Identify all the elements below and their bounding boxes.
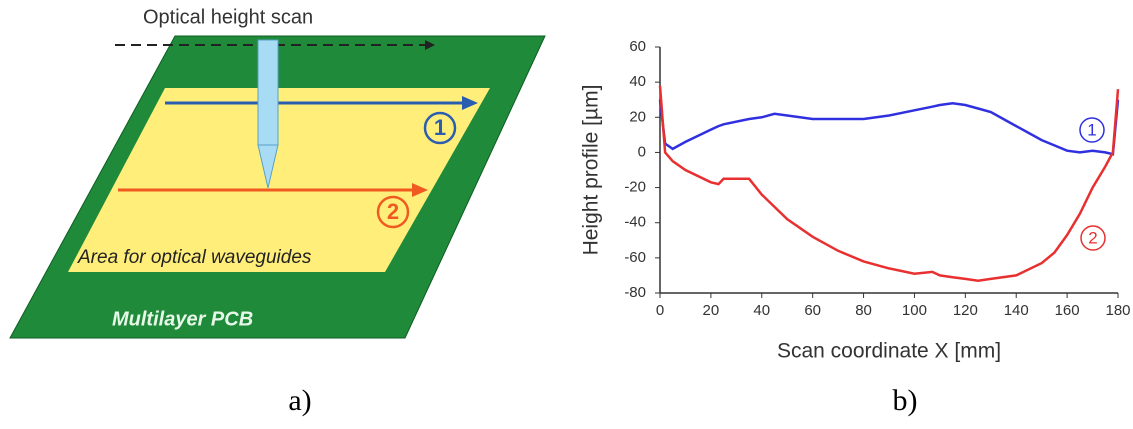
figure: Optical height scan 1 2 Area for optical… bbox=[0, 0, 1133, 424]
legend-label: 2 bbox=[1088, 228, 1097, 247]
scan-label: Optical height scan bbox=[143, 6, 313, 28]
x-axis-label: Scan coordinate X [mm] bbox=[777, 340, 1001, 363]
x-tick-label: 120 bbox=[953, 302, 978, 319]
x-tick-label: 180 bbox=[1105, 302, 1130, 319]
y-tick-label: 60 bbox=[629, 38, 646, 55]
board-label: Multilayer PCB bbox=[112, 308, 253, 330]
x-tick-label: 60 bbox=[804, 302, 821, 319]
track-1-label: 1 bbox=[434, 115, 446, 140]
y-tick-label: 0 bbox=[638, 143, 646, 160]
x-tick-label: 160 bbox=[1055, 302, 1080, 319]
y-tick-label: -20 bbox=[624, 179, 646, 196]
x-tick-label: 20 bbox=[703, 302, 720, 319]
track-2-label: 2 bbox=[387, 199, 399, 224]
y-tick-label: -40 bbox=[624, 214, 646, 231]
legend-label: 1 bbox=[1087, 120, 1096, 139]
y-tick-label: -80 bbox=[624, 284, 646, 301]
x-tick-label: 140 bbox=[1004, 302, 1029, 319]
x-tick-label: 0 bbox=[656, 302, 664, 319]
panel-caption: b) bbox=[893, 384, 918, 417]
area-label: Area for optical waveguides bbox=[77, 247, 312, 268]
chart: -80 -60 -40 -20 0 20 40 60 0 20 40 60 80 100 120 140 160… bbox=[580, 38, 1131, 417]
panel-caption: a) bbox=[288, 384, 311, 417]
probe bbox=[258, 40, 278, 145]
y-axis-label: Height profile [µm] bbox=[580, 85, 603, 256]
x-tick-label: 40 bbox=[753, 302, 770, 319]
x-tick-label: 100 bbox=[902, 302, 927, 319]
y-tick-label: 20 bbox=[629, 108, 646, 125]
y-tick-label: -60 bbox=[624, 249, 646, 266]
x-tick-label: 80 bbox=[855, 302, 872, 319]
diagram: Optical height scan 1 2 Area for optical… bbox=[10, 6, 545, 417]
series-line bbox=[660, 100, 1118, 155]
y-tick-label: 40 bbox=[629, 73, 646, 90]
